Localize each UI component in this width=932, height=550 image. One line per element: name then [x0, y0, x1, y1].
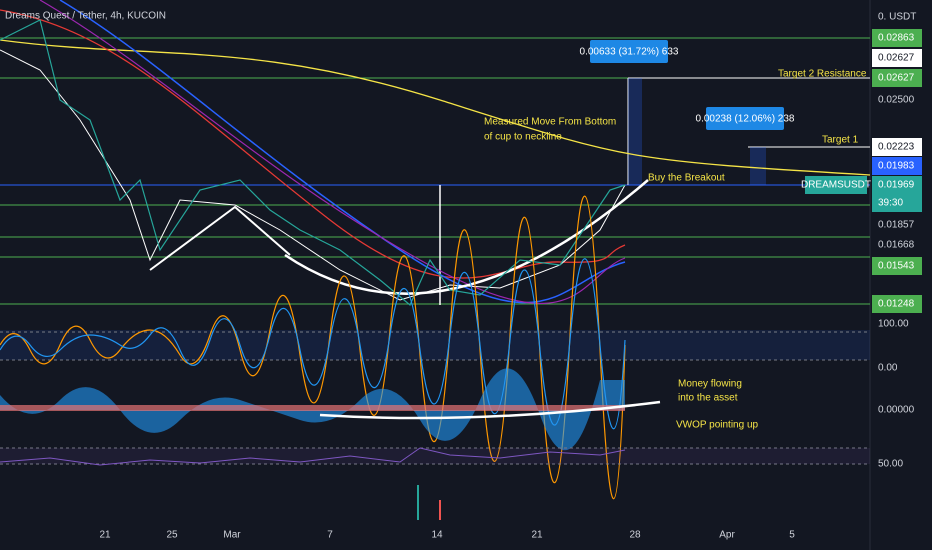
- annotation: Measured Move From Bottom: [484, 117, 616, 128]
- price-box: [872, 176, 922, 194]
- price-label: 0.02863: [878, 33, 915, 44]
- annotation: Target 1: [822, 135, 859, 146]
- annotation: Buy the Breakout: [648, 173, 725, 184]
- price-box: [872, 29, 922, 47]
- time-label: 21: [99, 530, 111, 541]
- time-label: 14: [431, 530, 443, 541]
- axis-label: 0.00: [878, 363, 898, 374]
- symbol-tag-box: [805, 176, 867, 194]
- axis-label: 0.00000: [878, 405, 915, 416]
- time-label: 7: [327, 530, 333, 541]
- price-label: 0.02627: [878, 73, 915, 84]
- move-label: 0.00633 (31.72%) 633: [580, 47, 679, 58]
- price-box: [872, 257, 922, 275]
- axis-label: 50.00: [878, 459, 903, 470]
- move-label: 0.00238 (12.06%) 238: [696, 114, 795, 125]
- symbol-tag: DREAMSUSDT: [801, 180, 871, 191]
- price-label: 0.01969: [878, 180, 915, 191]
- time-label: 5: [789, 530, 795, 541]
- price-label: 0.01248: [878, 299, 915, 310]
- price-label: 0.02500: [878, 95, 915, 106]
- annotation: Money flowing: [678, 379, 742, 390]
- move-box: [706, 107, 784, 130]
- price-label: 0.01668: [878, 240, 915, 251]
- price-label: 0.01857: [878, 220, 915, 231]
- price-box: [872, 194, 922, 212]
- axis-label: 100.00: [878, 319, 909, 330]
- annotation: of cup to neckline: [484, 132, 562, 143]
- price-box: [872, 157, 922, 175]
- price-label: 0.01983: [878, 161, 915, 172]
- price-label: 0.02223: [878, 142, 915, 153]
- price-box: [872, 49, 922, 67]
- price-box: [872, 138, 922, 156]
- price-box: [872, 295, 922, 313]
- price-label: 0.02627: [878, 53, 915, 64]
- time-label: 21: [531, 530, 543, 541]
- annotation: Target 2 Resistance: [778, 69, 867, 80]
- annotation: into the asset: [678, 393, 738, 404]
- time-label: 28: [629, 530, 641, 541]
- time-label: Mar: [223, 530, 241, 541]
- header-title: Dreams Quest / Tether, 4h, KUCOIN: [5, 11, 166, 22]
- price-box: [872, 69, 922, 87]
- move-box: [590, 40, 668, 63]
- time-label: 25: [166, 530, 178, 541]
- price-label: 0.01543: [878, 261, 915, 272]
- time-label: Apr: [719, 530, 735, 541]
- currency: 0. USDT: [878, 12, 916, 23]
- price-label: 39:30: [878, 198, 903, 209]
- annotation: VWOP pointing up: [676, 420, 759, 431]
